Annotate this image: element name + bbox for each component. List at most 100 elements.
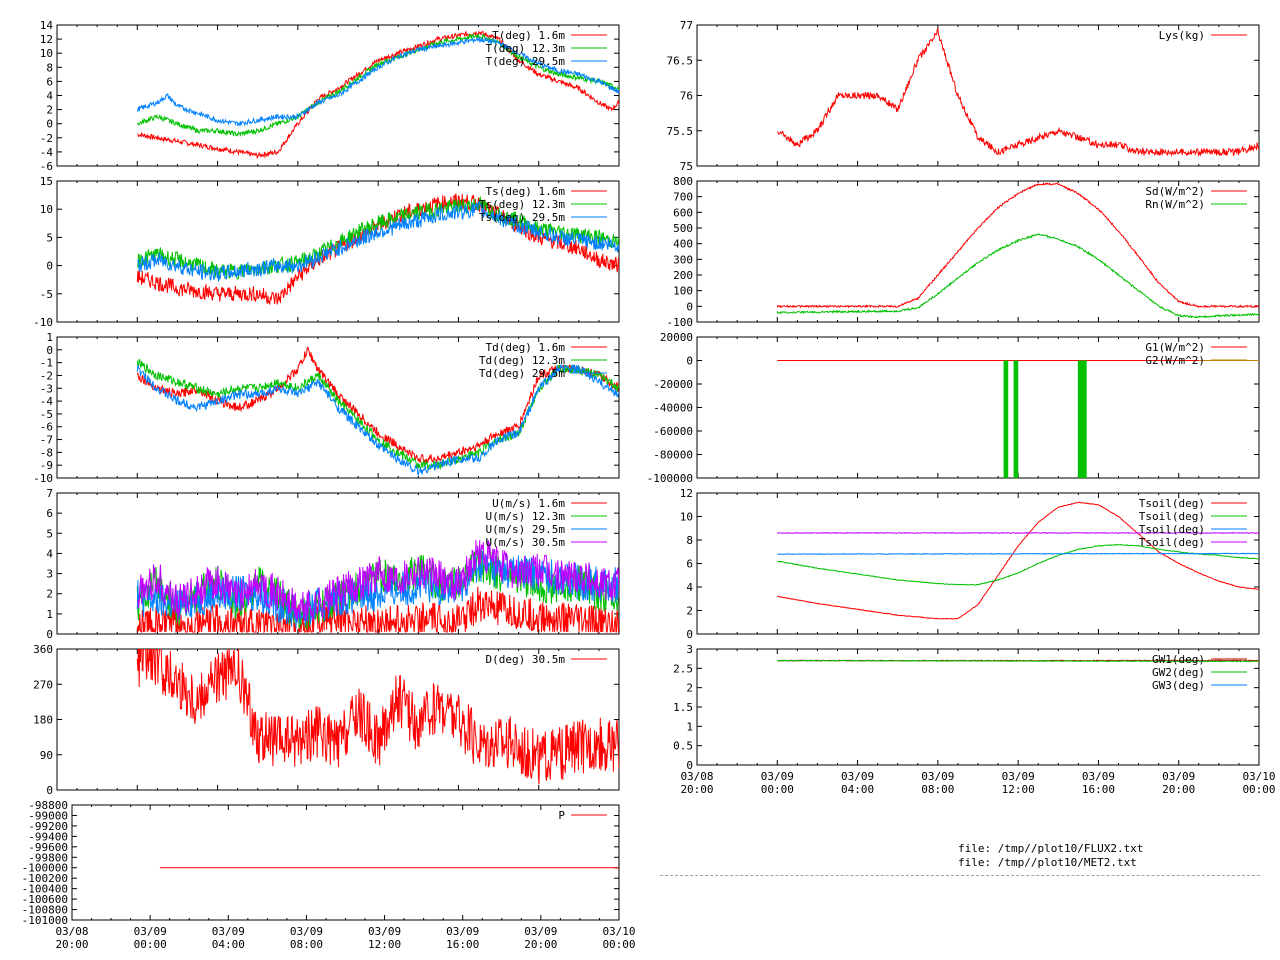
legend-label: Rn(W/m^2) [1145, 198, 1205, 211]
y-tick-label: 3 [46, 568, 53, 581]
file-note-flux: file: /tmp//plot10/FLUX2.txt [958, 842, 1144, 855]
y-tick-label: -7 [40, 434, 53, 447]
radiation-series-1 [776, 233, 1259, 319]
y-tick-label: 500 [673, 222, 693, 235]
y-tick-label: 10 [680, 511, 693, 524]
radiation-plot-area [776, 182, 1259, 319]
y-tick-label: -99200 [28, 820, 68, 833]
legend-label: Ts(deg) 1.6m [486, 185, 566, 198]
temperature-series-1 [136, 32, 619, 138]
soil_temperature-series-2 [777, 552, 1259, 556]
lysimeter-panel: 75 75.5 76 76.5 77 Lys(kg) [667, 19, 1260, 173]
x-tick-label: 20:00 [55, 938, 88, 951]
y-tick-label: 2 [46, 104, 53, 117]
legend-label: GW1(deg) [1152, 653, 1205, 666]
x-tick-label: 03/09 [1082, 770, 1115, 783]
legend-label: G1(W/m^2) [1145, 341, 1205, 354]
x-tick-label: 03/09 [524, 925, 557, 938]
dew_point-series-0 [136, 346, 619, 464]
y-tick-label: 14 [40, 19, 54, 32]
surface_temperature-plot-area [136, 193, 619, 305]
legend-label: Sd(W/m^2) [1145, 185, 1205, 198]
y-tick-label: -99600 [28, 841, 68, 854]
y-tick-label: -100400 [22, 883, 68, 896]
y-tick-label: -100000 [22, 862, 68, 875]
y-tick-label: 12 [40, 33, 53, 46]
legend-label: Td(deg) 1.6m [486, 341, 566, 354]
temperature-series-0 [137, 30, 619, 160]
y-tick-label: 6 [46, 507, 53, 520]
y-tick-label: 90 [40, 749, 53, 762]
x-tick-label: 03/09 [446, 925, 479, 938]
y-tick-label: -99000 [28, 809, 68, 822]
pressure-frame [71, 804, 620, 921]
y-tick-label: 12 [680, 487, 693, 500]
y-tick-label: 77 [680, 19, 693, 32]
x-tick-label: 20:00 [680, 783, 713, 796]
lysimeter-frame [696, 24, 1260, 167]
x-tick-label: 16:00 [1082, 783, 1115, 796]
x-tick-label: 00:00 [134, 938, 167, 951]
y-tick-label: -6 [40, 421, 53, 434]
legend-label: Ts(deg) 12.3m [479, 198, 565, 211]
legend-label: U(m/s) 29.5m [486, 523, 566, 536]
soil_temperature-series-0 [777, 501, 1259, 620]
surface_temperature-series-2 [137, 200, 619, 282]
radiation-series-0 [776, 182, 1259, 309]
y-tick-label: 1.5 [673, 701, 693, 714]
y-tick-label: 4 [686, 581, 693, 594]
wind_direction-frame [56, 648, 620, 791]
soil_temperature-panel: 024681012Tsoil(deg)Tsoil(deg)Tsoil(deg)T… [680, 487, 1260, 641]
x-tick-label: 03/09 [368, 925, 401, 938]
y-tick-label: 0 [46, 118, 53, 131]
y-tick-label: 6 [686, 558, 693, 571]
temperature-series-2 [136, 36, 619, 128]
x-tick-label: 00:00 [1242, 783, 1275, 796]
legend-label: U(m/s) 1.6m [492, 497, 565, 510]
y-tick-label: -2 [40, 369, 53, 382]
y-tick-label: 76.5 [667, 54, 694, 67]
file-note-met: file: /tmp//plot10/MET2.txt [958, 856, 1137, 869]
y-tick-label: 0 [46, 344, 53, 357]
wind_direction-plot-area [136, 649, 619, 785]
x-tick-label: 12:00 [1002, 783, 1035, 796]
x-tick-label: 03/09 [1002, 770, 1035, 783]
soil_temperature-plot-area [776, 501, 1259, 620]
lysimeter-series-0 [777, 28, 1259, 158]
x-tick-label: 00:00 [602, 938, 635, 951]
y-tick-label: -80000 [653, 449, 693, 462]
x-tick-label: 04:00 [841, 783, 874, 796]
ground_water-series-1 [777, 659, 1259, 663]
y-tick-label: 8 [686, 534, 693, 547]
legend-label: Tsoil(deg) [1139, 510, 1205, 523]
y-tick-label: -100600 [22, 893, 68, 906]
legend-label: D(deg) 30.5m [486, 653, 566, 666]
y-tick-label: 270 [33, 678, 53, 691]
y-tick-label: 0 [46, 260, 53, 273]
x-tick-label: 20:00 [1162, 783, 1195, 796]
wind_speed-panel: 0 1 2 3 4 5 6 7 U(m/s) 1.6mU(m/s) 12.3mU(m/s) 29… [46, 487, 620, 641]
y-tick-label: -2 [40, 132, 53, 145]
y-tick-label: 20000 [660, 331, 693, 344]
y-tick-label: 700 [673, 191, 693, 204]
soil_temperature-series-3 [776, 531, 1259, 534]
y-tick-label: 3 [686, 643, 693, 656]
y-tick-label: 75 [680, 160, 693, 173]
wind_speed-series-0 [136, 586, 619, 634]
x-tick-label: 04:00 [212, 938, 245, 951]
y-tick-label: -4 [40, 146, 54, 159]
y-tick-label: -60000 [653, 425, 693, 438]
legend-label: U(m/s) 12.3m [486, 510, 566, 523]
legend-label: T(deg) 12.3m [486, 42, 566, 55]
y-tick-label: 0 [686, 355, 693, 368]
legend-label: Tsoil(deg) [1139, 523, 1205, 536]
y-tick-label: 0 [686, 628, 693, 641]
y-tick-label: -100 [667, 316, 694, 329]
dew_point-series-2 [136, 363, 619, 476]
wind_speed-series-3 [137, 539, 619, 622]
y-tick-label: 100 [673, 285, 693, 298]
